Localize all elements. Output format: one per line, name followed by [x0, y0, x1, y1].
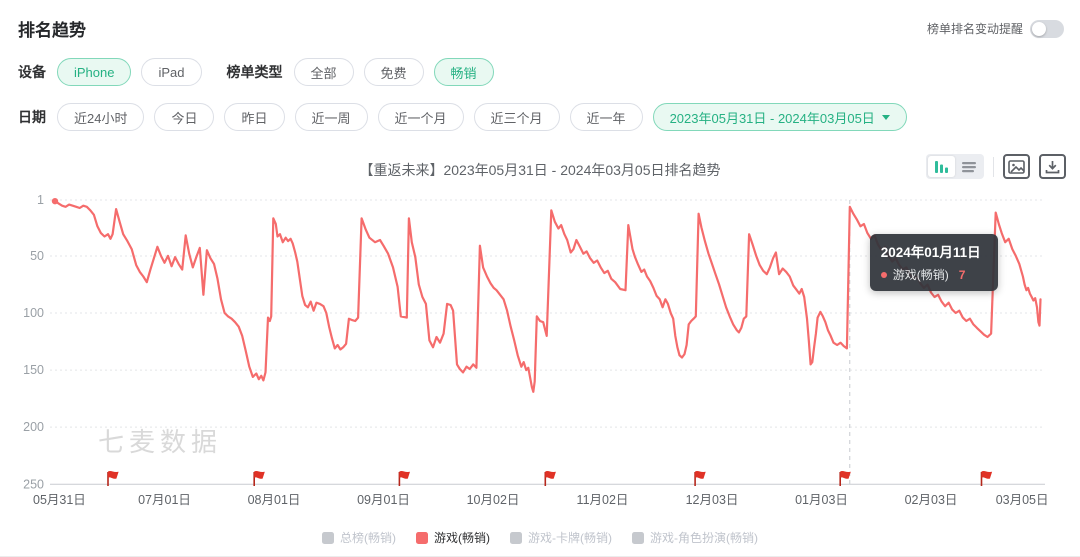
x-tick-label: 03月05日 [996, 493, 1049, 507]
download-button[interactable] [1039, 154, 1066, 179]
series-start-dot [51, 197, 59, 205]
rank-change-alert-label: 榜单排名变动提醒 [926, 22, 1023, 36]
date-range-picker[interactable]: 2023年05月31日 - 2024年03月05日 [652, 103, 907, 131]
switch-knob [1032, 21, 1046, 36]
event-flag-icon[interactable] [107, 470, 119, 486]
chart-tools [926, 154, 1066, 179]
image-icon [1008, 159, 1025, 174]
rank-change-alert: 榜单排名变动提醒 [926, 19, 1064, 38]
legend-item-游戏(畅销)[interactable]: 游戏(畅销) [416, 529, 490, 546]
device-label: 设备 [18, 64, 46, 80]
chart-type-option-全部[interactable]: 全部 [293, 58, 354, 86]
filter-row-device-type: 设备 iPhone iPad 榜单类型 全部 免费 畅销 [0, 58, 1080, 86]
device-option-iPhone[interactable]: iPhone [57, 58, 132, 86]
device-option-iPad[interactable]: iPad [141, 58, 202, 86]
page-title: 排名趋势 [18, 21, 86, 40]
rank-trend-chart[interactable]: 1 50 100 150 200 250 05月31日 07月01日 08月01日 09月01日 1… [0, 187, 1080, 522]
date-option-近一个月[interactable]: 近一个月 [377, 103, 464, 131]
y-tick-label: 200 [23, 420, 44, 434]
x-tick-label: 08月01日 [248, 493, 301, 507]
view-switcher [926, 154, 984, 179]
event-flag-icon[interactable] [839, 470, 851, 486]
panel-header: 排名趋势 榜单排名变动提醒 [0, 0, 1080, 41]
event-flag-icon[interactable] [980, 470, 993, 486]
legend-label: 总榜(畅销) [340, 531, 396, 545]
event-flag-icon[interactable] [398, 470, 410, 486]
watermark: 七麦数据 [98, 427, 222, 457]
legend-item-游戏-角色扮演(畅销)[interactable]: 游戏-角色扮演(畅销) [632, 529, 758, 546]
chevron-down-icon [881, 114, 890, 120]
download-icon [1045, 160, 1060, 173]
y-tick-label: 50 [30, 249, 44, 263]
date-option-近三个月[interactable]: 近三个月 [473, 103, 560, 131]
chart-legend: 总榜(畅销) 游戏(畅销) 游戏-卡牌(畅销) 游戏-角色扮演(畅销) [0, 529, 1080, 546]
y-tick-label: 1 [37, 193, 44, 207]
tools-divider [993, 156, 994, 177]
bar-chart-view-button[interactable] [928, 156, 955, 177]
chart-title: 【重返未来】2023年05月31日 - 2024年03月05日排名趋势 [359, 162, 721, 178]
x-tick-label: 07月01日 [138, 493, 191, 507]
list-icon [961, 161, 976, 172]
chart-type-label: 榜单类型 [226, 64, 283, 80]
chart-type-options: 全部 免费 畅销 [293, 58, 504, 86]
legend-swatch [322, 531, 334, 544]
list-view-button[interactable] [955, 156, 982, 177]
legend-item-游戏-卡牌(畅销)[interactable]: 游戏-卡牌(畅销) [510, 529, 612, 546]
legend-swatch [632, 531, 644, 544]
series-line-game-grossing [53, 200, 1042, 393]
event-flag-icon[interactable] [694, 470, 706, 486]
date-option-今日[interactable]: 今日 [154, 103, 215, 131]
chart-type-option-畅销[interactable]: 畅销 [433, 58, 494, 86]
legend-label: 游戏-卡牌(畅销) [528, 531, 612, 545]
date-option-近24小时[interactable]: 近24小时 [57, 103, 145, 131]
y-tick-label: 100 [23, 306, 44, 320]
bar-chart-icon [934, 160, 948, 173]
y-tick-label: 250 [23, 477, 44, 491]
date-range-value: 2023年05月31日 - 2024年03月05日 [669, 110, 875, 126]
x-tick-label: 09月01日 [357, 493, 410, 507]
date-options: 近24小时 今日 昨日 近一周 近一个月 近三个月 近一年 [57, 103, 653, 131]
device-options: iPhone iPad [57, 58, 212, 86]
chart-header: 【重返未来】2023年05月31日 - 2024年03月05日排名趋势 [0, 152, 1080, 186]
chart-type-option-免费[interactable]: 免费 [363, 58, 424, 86]
date-option-昨日[interactable]: 昨日 [224, 103, 285, 131]
filter-row-date: 日期 近24小时 今日 昨日 近一周 近一个月 近三个月 近一年 2023年05月31日 -… [0, 103, 1080, 131]
event-flag-icon[interactable] [253, 470, 265, 486]
x-tick-label: 12月03日 [686, 493, 739, 507]
legend-swatch [510, 531, 522, 544]
date-option-近一周[interactable]: 近一周 [294, 103, 368, 131]
legend-swatch [416, 531, 428, 544]
x-tick-label: 11月02日 [577, 493, 629, 507]
export-image-button[interactable] [1003, 154, 1030, 179]
date-label: 日期 [18, 109, 46, 125]
y-tick-label: 150 [23, 363, 44, 377]
rank-change-alert-switch[interactable] [1030, 19, 1064, 38]
legend-label: 游戏(畅销) [434, 531, 490, 545]
legend-item-总榜(畅销)[interactable]: 总榜(畅销) [322, 529, 396, 546]
event-flag-icon[interactable] [544, 470, 556, 486]
x-tick-label: 10月02日 [467, 493, 520, 507]
x-tick-label: 05月31日 [33, 493, 86, 507]
x-tick-label: 01月03日 [795, 493, 848, 507]
x-tick-label: 02月03日 [905, 493, 958, 507]
date-option-近一年[interactable]: 近一年 [569, 103, 643, 131]
legend-label: 游戏-角色扮演(畅销) [650, 531, 758, 545]
